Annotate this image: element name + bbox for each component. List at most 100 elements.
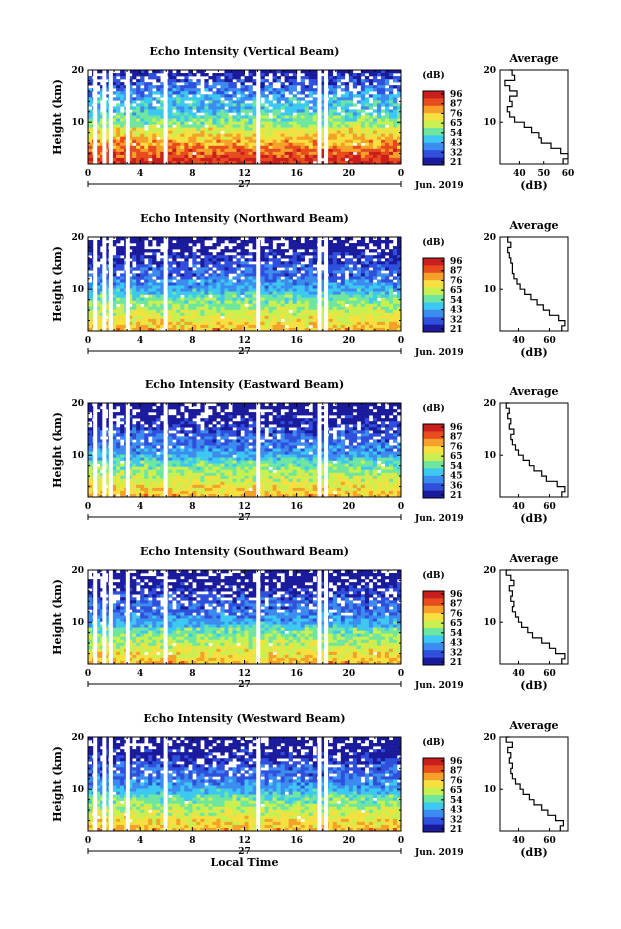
heatmap-cell — [244, 264, 249, 268]
heatmap-cell — [212, 142, 217, 147]
heatmap-cell — [260, 291, 265, 295]
heatmap-cell — [272, 151, 277, 156]
heatmap-cell — [208, 76, 213, 80]
heatmap-cell — [200, 237, 205, 241]
heatmap-cell — [388, 73, 394, 77]
heatmap-cell — [276, 409, 281, 413]
heatmap-cell — [368, 145, 374, 150]
heatmap-cell — [356, 403, 362, 407]
heatmap-cell — [384, 70, 390, 74]
heatmap-cell — [140, 318, 145, 323]
heatmap-cell — [320, 145, 326, 150]
heatmap-cell — [140, 124, 145, 128]
heatmap-cell — [348, 112, 354, 116]
heatmap-cell — [152, 142, 157, 147]
heatmap-cell — [260, 118, 265, 122]
heatmap-cell — [184, 246, 189, 250]
heatmap-cell — [132, 109, 137, 113]
heatmap-cell — [152, 324, 157, 329]
heatmap-cell — [312, 403, 318, 407]
heatmap-cell — [264, 418, 269, 422]
heatmap-cell — [152, 133, 157, 138]
heatmap-cell — [368, 121, 374, 125]
heatmap-cell — [224, 321, 229, 326]
heatmap-cell — [368, 151, 374, 156]
heatmap-cell — [100, 276, 105, 280]
heatmap-cell — [360, 321, 366, 326]
heatmap-cell — [204, 121, 209, 125]
heatmap-cell — [268, 109, 273, 113]
heatmap-cell — [372, 276, 378, 280]
heatmap-cell — [172, 309, 177, 314]
heatmap-cell — [172, 139, 177, 144]
heatmap-cell — [188, 106, 193, 110]
heatmap-cell — [100, 267, 105, 271]
heatmap-cell — [356, 127, 362, 131]
heatmap-cell — [308, 73, 314, 77]
heatmap-cell — [288, 300, 293, 305]
heatmap-cell — [216, 88, 221, 92]
heatmap-cell — [384, 276, 390, 280]
heatmap-cell — [308, 285, 314, 289]
heatmap-cell — [312, 109, 318, 113]
colorbar-band — [423, 128, 444, 131]
heatmap-cell — [88, 409, 93, 413]
heatmap-cell — [340, 151, 346, 156]
heatmap-cell — [168, 294, 173, 298]
profile-x-tick-label: 60 — [562, 169, 575, 179]
heatmap-cell — [160, 88, 165, 92]
heatmap-cell — [208, 309, 213, 314]
heatmap-cell — [184, 276, 189, 280]
heatmap-cell — [192, 112, 197, 116]
heatmap-cell — [136, 243, 141, 247]
heatmap-cell — [292, 318, 297, 323]
heatmap-cell — [352, 303, 358, 308]
heatmap-cell — [148, 121, 153, 125]
heatmap-cell — [396, 94, 402, 98]
heatmap-cell — [376, 309, 382, 314]
heatmap-cell — [296, 130, 301, 134]
heatmap-cell — [280, 82, 285, 86]
heatmap-cell — [200, 282, 205, 286]
heatmap-cell — [136, 154, 141, 159]
colorbar-band — [423, 129, 444, 132]
heatmap-cell — [384, 412, 390, 416]
heatmap-cell — [308, 282, 314, 286]
heatmap-cell — [368, 291, 374, 295]
heatmap-cell — [220, 276, 225, 280]
heatmap-cell — [96, 315, 101, 320]
heatmap-cell — [136, 273, 141, 277]
heatmap-cell — [272, 115, 277, 119]
heatmap-cell — [188, 160, 193, 165]
heatmap-cell — [328, 133, 334, 138]
heatmap-cell — [264, 276, 269, 280]
heatmap-cell — [196, 115, 201, 119]
heatmap-cell — [88, 403, 93, 407]
heatmap-cell — [220, 127, 225, 131]
heatmap-cell — [136, 106, 141, 110]
colorbar-band — [423, 289, 444, 292]
y-tick-label: 20 — [71, 233, 84, 243]
heatmap-cell — [176, 273, 181, 277]
heatmap-cell — [336, 409, 342, 413]
heatmap-cell — [348, 297, 354, 301]
heatmap-cell — [276, 243, 281, 247]
heatmap-cell — [336, 261, 342, 265]
heatmap-cell — [116, 160, 121, 165]
heatmap-cell — [356, 124, 362, 128]
colorbar-band — [423, 153, 444, 157]
heatmap-cell — [112, 273, 117, 277]
heatmap-cell — [356, 321, 362, 326]
heatmap-cell — [280, 94, 285, 98]
heatmap-cell — [220, 145, 225, 150]
heatmap-cell — [276, 151, 281, 156]
heatmap-cell — [160, 82, 165, 86]
heatmap-cell — [132, 76, 137, 80]
heatmap-cell — [204, 303, 209, 308]
heatmap-cell — [128, 106, 133, 110]
heatmap-cell — [380, 418, 386, 422]
heatmap-cell — [140, 315, 145, 320]
heatmap-cell — [328, 285, 334, 289]
heatmap-cell — [332, 109, 338, 113]
heatmap-cell — [136, 115, 141, 119]
